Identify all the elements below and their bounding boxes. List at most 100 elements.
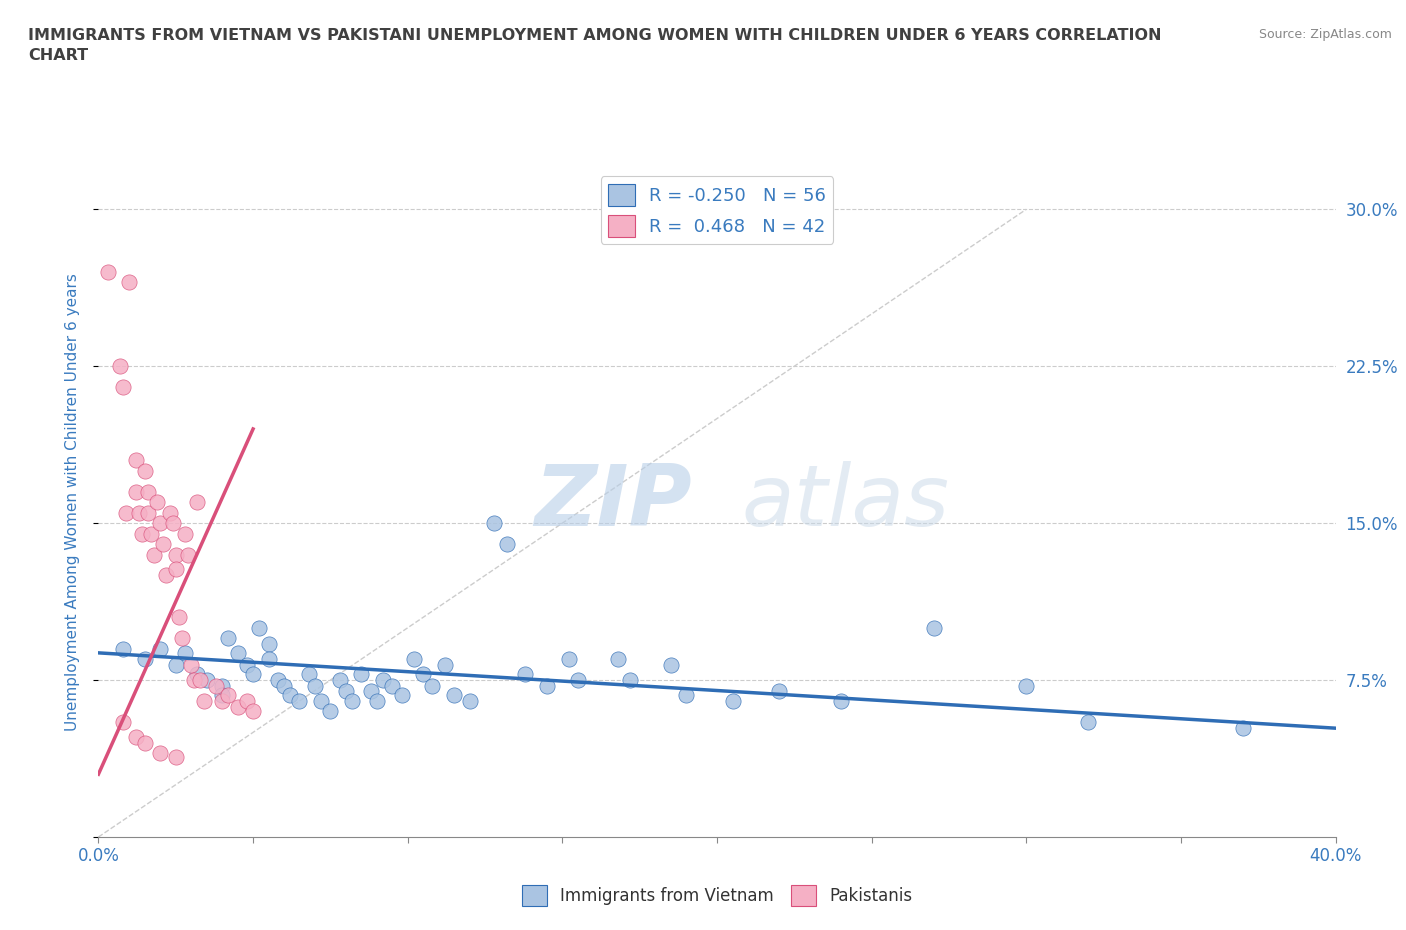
Point	[226, 645, 249, 660]
Point	[360, 683, 382, 698]
Point	[1232, 721, 1254, 736]
Point	[136, 485, 159, 499]
Point	[278, 687, 301, 702]
Point	[257, 652, 280, 667]
Point	[152, 537, 174, 551]
Point	[257, 637, 280, 652]
Point	[922, 620, 945, 635]
Point	[495, 537, 517, 551]
Point	[371, 672, 394, 687]
Point	[236, 694, 259, 709]
Point	[124, 453, 146, 468]
Point	[226, 700, 249, 715]
Point	[183, 672, 205, 687]
Text: atlas: atlas	[742, 460, 950, 544]
Point	[242, 667, 264, 682]
Point	[412, 667, 434, 682]
Point	[298, 667, 321, 682]
Point	[422, 679, 444, 694]
Point	[174, 645, 197, 660]
Point	[170, 631, 193, 645]
Y-axis label: Unemployment Among Women with Children Under 6 years: Unemployment Among Women with Children U…	[65, 273, 80, 731]
Point	[340, 694, 363, 709]
Point	[273, 679, 295, 694]
Point	[165, 547, 187, 562]
Point	[267, 672, 290, 687]
Point	[205, 679, 228, 694]
Text: ZIP: ZIP	[534, 460, 692, 544]
Point	[112, 714, 135, 729]
Point	[536, 679, 558, 694]
Point	[139, 526, 162, 541]
Point	[366, 694, 388, 709]
Point	[391, 687, 413, 702]
Point	[433, 658, 456, 673]
Point	[186, 495, 208, 510]
Point	[304, 679, 326, 694]
Point	[186, 667, 208, 682]
Point	[607, 652, 630, 667]
Point	[515, 667, 537, 682]
Point	[217, 687, 239, 702]
Point	[112, 642, 135, 657]
Legend: R = -0.250   N = 56, R =  0.468   N = 42: R = -0.250 N = 56, R = 0.468 N = 42	[600, 177, 834, 244]
Point	[149, 746, 172, 761]
Point	[149, 516, 172, 531]
Point	[165, 750, 187, 764]
Point	[557, 652, 579, 667]
Point	[159, 505, 181, 520]
Point	[211, 687, 233, 702]
Point	[134, 736, 156, 751]
Point	[136, 505, 159, 520]
Point	[174, 526, 197, 541]
Point	[768, 683, 790, 698]
Point	[128, 505, 150, 520]
Point	[162, 516, 184, 531]
Point	[108, 359, 131, 374]
Point	[329, 672, 352, 687]
Point	[143, 547, 166, 562]
Point	[115, 505, 138, 520]
Point	[211, 694, 233, 709]
Text: Source: ZipAtlas.com: Source: ZipAtlas.com	[1258, 28, 1392, 41]
Point	[619, 672, 641, 687]
Point	[118, 275, 141, 290]
Point	[134, 463, 156, 478]
Point	[1077, 714, 1099, 729]
Point	[165, 562, 187, 577]
Point	[381, 679, 404, 694]
Point	[350, 667, 373, 682]
Point	[97, 265, 120, 280]
Point	[309, 694, 332, 709]
Point	[247, 620, 270, 635]
Point	[675, 687, 697, 702]
Point	[567, 672, 589, 687]
Point	[217, 631, 239, 645]
Point	[319, 704, 342, 719]
Point	[131, 526, 153, 541]
Point	[124, 729, 146, 744]
Point	[830, 694, 852, 709]
Point	[443, 687, 465, 702]
Point	[721, 694, 744, 709]
Point	[458, 694, 481, 709]
Point	[180, 658, 202, 673]
Legend: Immigrants from Vietnam, Pakistanis: Immigrants from Vietnam, Pakistanis	[515, 879, 920, 912]
Point	[211, 679, 233, 694]
Point	[167, 610, 190, 625]
Point	[195, 672, 218, 687]
Point	[190, 672, 212, 687]
Point	[236, 658, 259, 673]
Point	[112, 379, 135, 394]
Point	[193, 694, 215, 709]
Point	[124, 485, 146, 499]
Point	[177, 547, 200, 562]
Text: IMMIGRANTS FROM VIETNAM VS PAKISTANI UNEMPLOYMENT AMONG WOMEN WITH CHILDREN UNDE: IMMIGRANTS FROM VIETNAM VS PAKISTANI UNE…	[28, 28, 1161, 62]
Point	[146, 495, 169, 510]
Point	[165, 658, 187, 673]
Point	[659, 658, 682, 673]
Point	[288, 694, 311, 709]
Point	[134, 652, 156, 667]
Point	[335, 683, 357, 698]
Point	[155, 568, 177, 583]
